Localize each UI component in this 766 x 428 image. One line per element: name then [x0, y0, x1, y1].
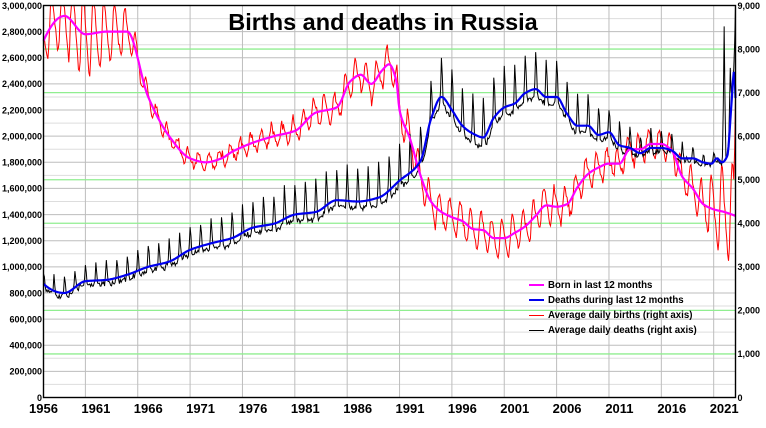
svg-text:200,000: 200,000 — [9, 367, 42, 377]
svg-text:3,000: 3,000 — [738, 262, 761, 272]
svg-text:1976: 1976 — [238, 401, 267, 416]
svg-text:5,000: 5,000 — [738, 175, 761, 185]
svg-text:1,000: 1,000 — [738, 349, 761, 359]
svg-text:2,600,000: 2,600,000 — [2, 53, 42, 63]
svg-text:2,400,000: 2,400,000 — [2, 79, 42, 89]
svg-text:1,600,000: 1,600,000 — [2, 184, 42, 194]
svg-text:1,000,000: 1,000,000 — [2, 262, 42, 272]
svg-text:1,400,000: 1,400,000 — [2, 210, 42, 220]
svg-text:1,800,000: 1,800,000 — [2, 158, 42, 168]
svg-text:4,000: 4,000 — [738, 219, 761, 229]
svg-text:2006: 2006 — [553, 401, 582, 416]
svg-text:1971: 1971 — [186, 401, 215, 416]
svg-text:1991: 1991 — [396, 401, 425, 416]
svg-text:8,000: 8,000 — [738, 44, 761, 54]
svg-text:600,000: 600,000 — [9, 314, 42, 324]
svg-text:2,000,000: 2,000,000 — [2, 131, 42, 141]
svg-text:800,000: 800,000 — [9, 288, 42, 298]
svg-text:2011: 2011 — [605, 401, 633, 416]
svg-text:1961: 1961 — [81, 401, 110, 416]
svg-text:1981: 1981 — [291, 401, 320, 416]
svg-text:2,000: 2,000 — [738, 306, 761, 316]
svg-text:400,000: 400,000 — [9, 341, 42, 351]
svg-text:2021: 2021 — [710, 401, 739, 416]
svg-text:1966: 1966 — [134, 401, 163, 416]
svg-text:6,000: 6,000 — [738, 131, 761, 141]
svg-text:2001: 2001 — [500, 401, 529, 416]
svg-text:2,200,000: 2,200,000 — [2, 105, 42, 115]
svg-text:1,200,000: 1,200,000 — [2, 236, 42, 246]
svg-text:1996: 1996 — [448, 401, 477, 416]
svg-text:1956: 1956 — [29, 401, 58, 416]
svg-text:2016: 2016 — [657, 401, 686, 416]
svg-text:1986: 1986 — [343, 401, 372, 416]
svg-text:7,000: 7,000 — [738, 88, 761, 98]
